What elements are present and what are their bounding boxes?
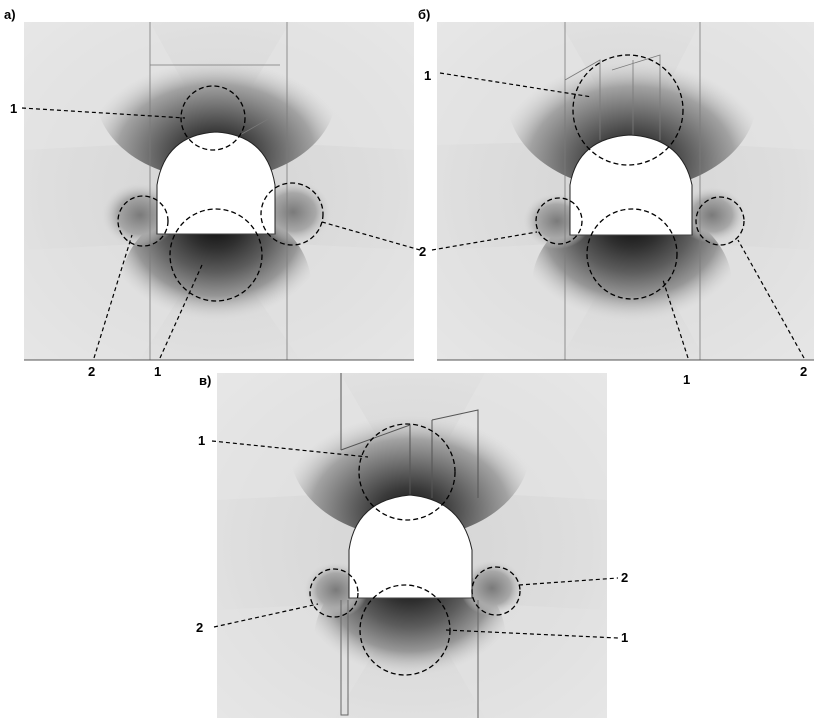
cavity-v (348, 494, 473, 599)
cavity-b (569, 134, 693, 236)
zone-circle-b-top (572, 54, 684, 166)
zone-circle-v-right (471, 566, 521, 616)
zone-circle-v-top (358, 423, 456, 521)
callout-b-bottom-2: 2 (800, 364, 807, 379)
cavity-a (156, 131, 276, 235)
callout-v-left-2: 2 (196, 620, 203, 635)
panel-label-v: в) (199, 373, 211, 388)
zone-circle-b-left (535, 197, 583, 245)
callout-v-right-2: 2 (621, 570, 628, 585)
callout-a-top-1: 1 (10, 101, 17, 116)
callout-v-top-1: 1 (198, 433, 205, 448)
callout-v-right-1: 1 (621, 630, 628, 645)
zone-circle-v-left (309, 568, 359, 618)
zone-circle-a-left (117, 195, 169, 247)
callout-b-top-1: 1 (424, 68, 431, 83)
panel-label-b: б) (418, 7, 430, 22)
zone-circle-a-right (260, 182, 324, 246)
zone-circle-a-bottom (169, 208, 263, 302)
zone-circle-b-right (695, 196, 745, 246)
callout-a-bottom-2: 2 (88, 364, 95, 379)
callout-b-mid-2: 2 (419, 244, 426, 259)
panel-a: а) 1 2 1 (4, 7, 421, 379)
callout-b-bottom-1: 1 (683, 372, 690, 387)
zone-circle-b-bottom (586, 208, 678, 300)
callout-a-bottom-1: 1 (154, 364, 161, 379)
panel-v: в) 1 2 2 1 (196, 362, 628, 719)
panel-label-a: а) (4, 7, 16, 22)
zone-circle-a-top (180, 85, 246, 151)
panel-b: б) 1 2 1 2 (418, 6, 814, 387)
